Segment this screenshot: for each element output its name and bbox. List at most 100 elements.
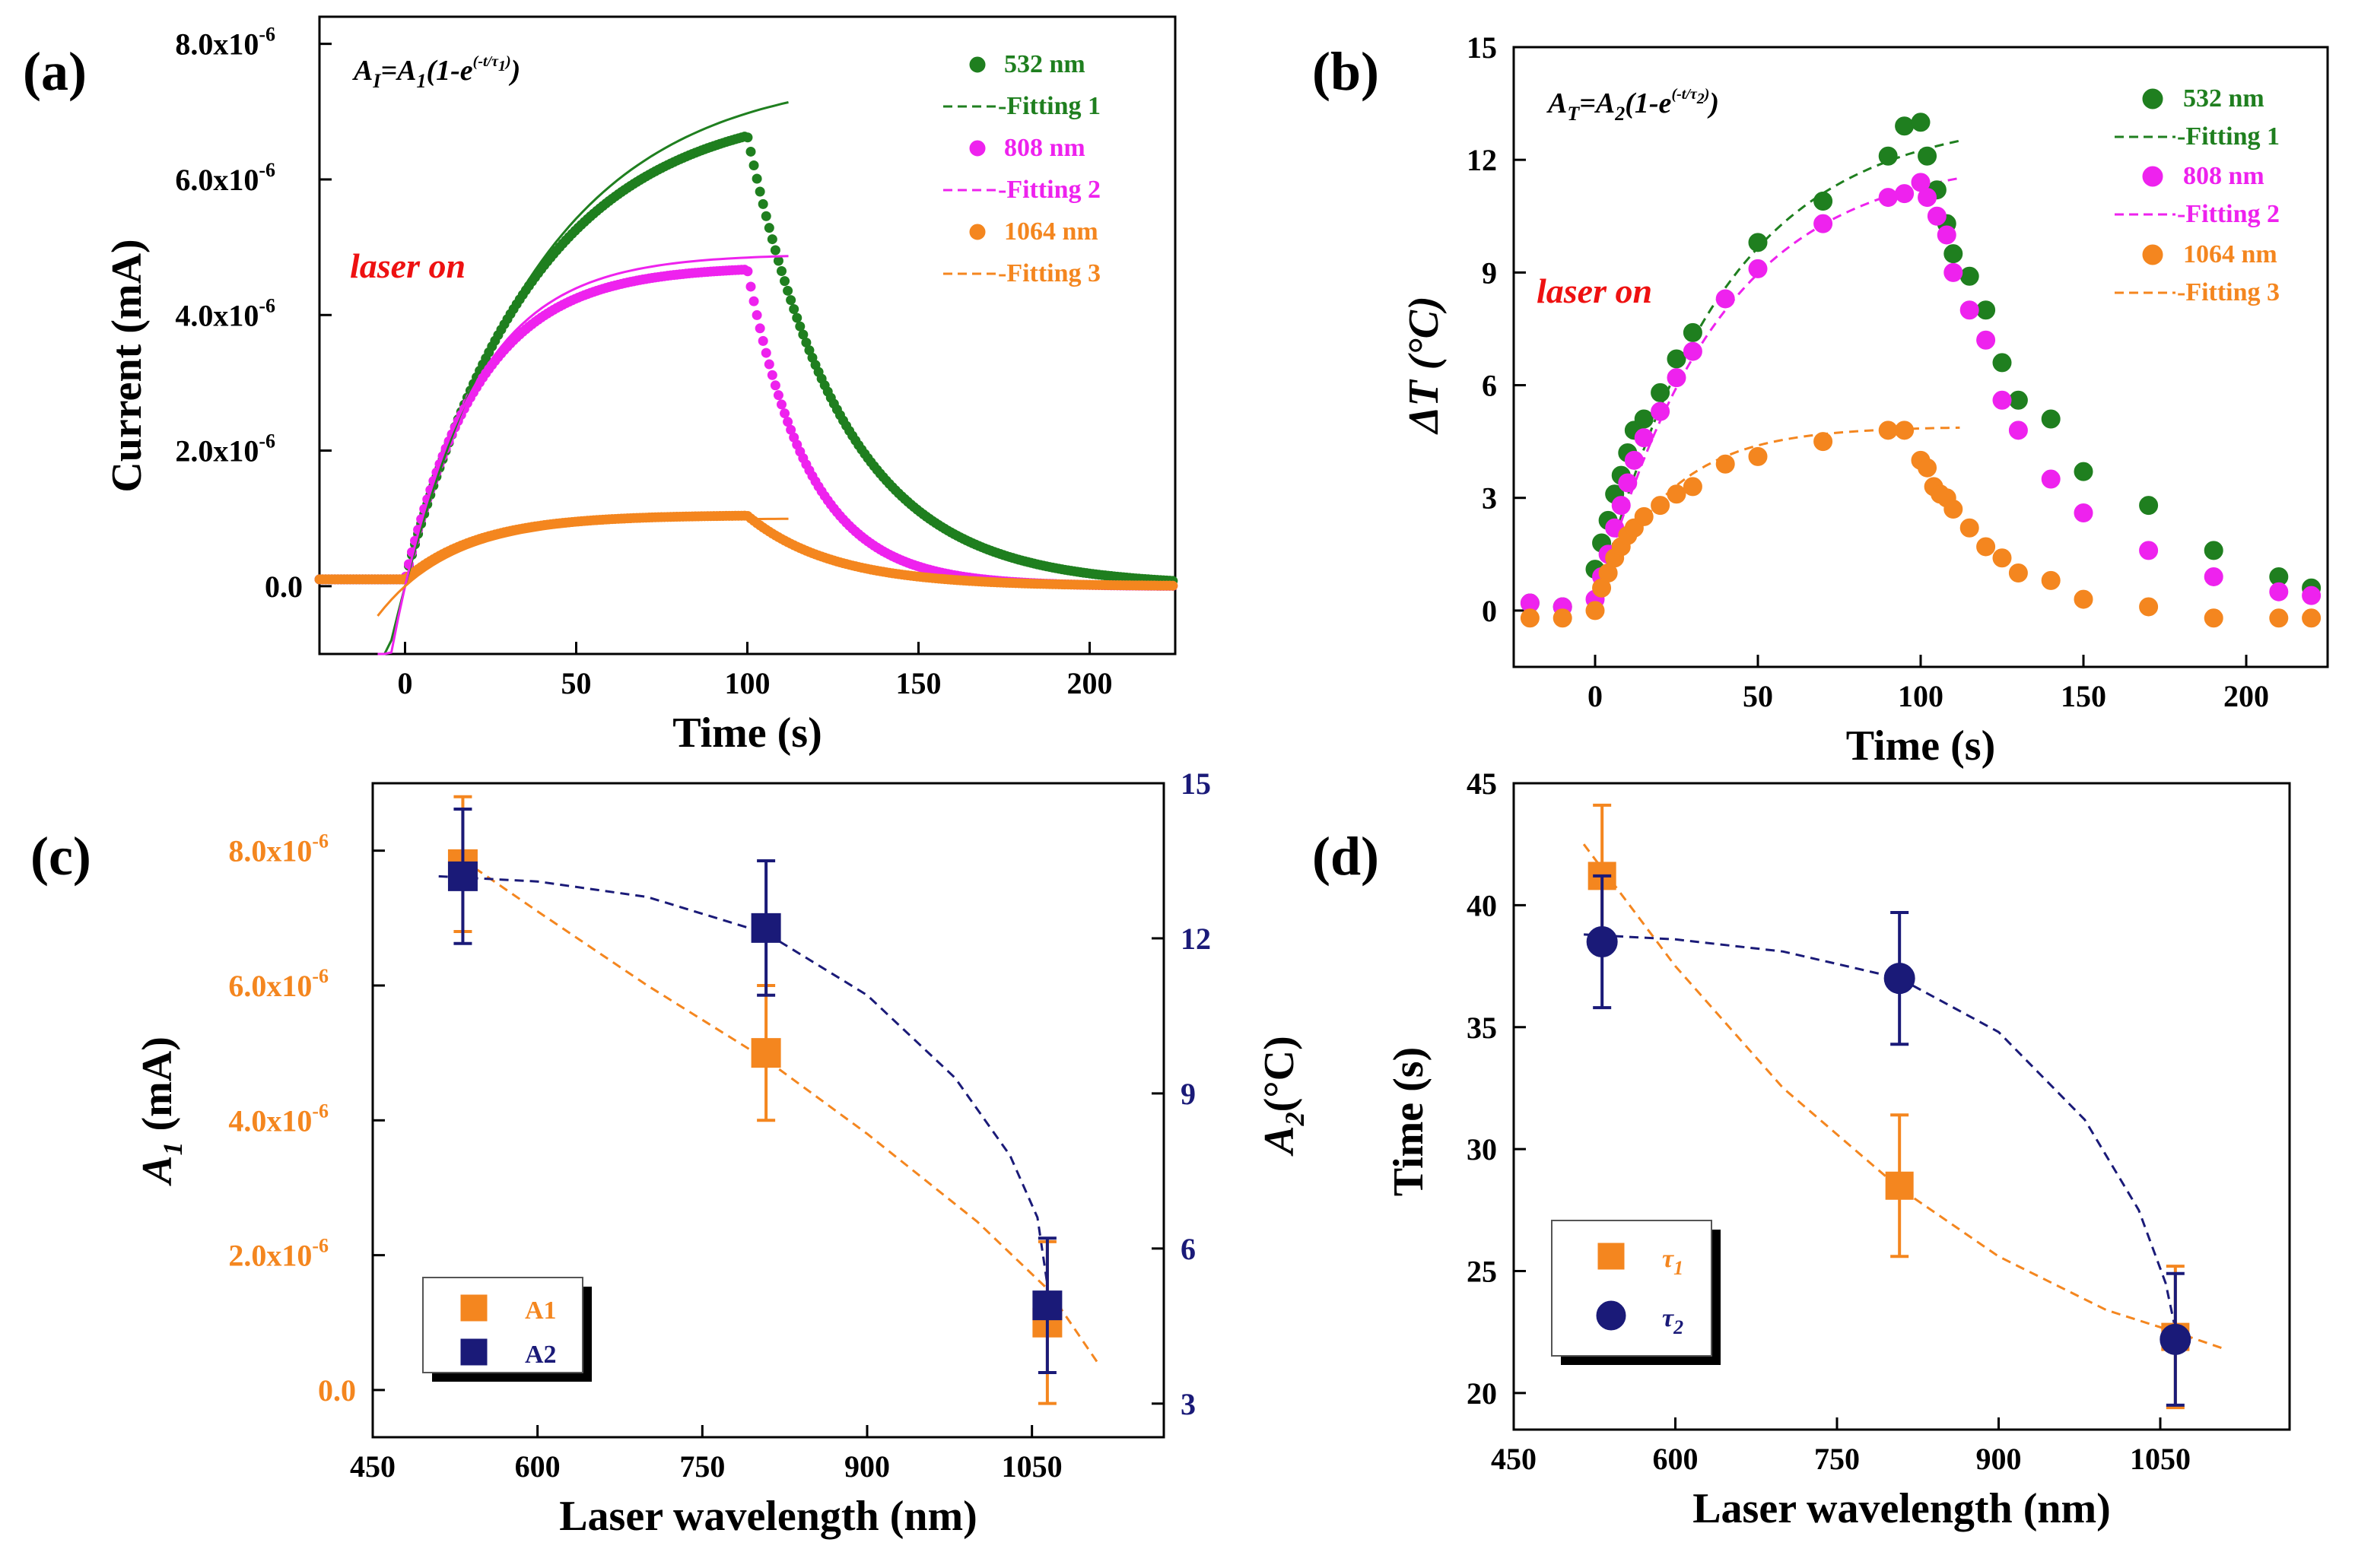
panel-a-yaxis-title: Current (mA) — [103, 239, 151, 492]
panel-b-point-1064nm — [1667, 484, 1686, 504]
panel-b-yaxis-title: ΔT (°C) — [1400, 296, 1448, 434]
panel-b-chart: 0 50 100 150 200 Time (s) 0 3 6 9 12 15 ΔT (°C) 532 … — [1400, 30, 2329, 770]
panel-d-fit-line — [1584, 933, 2179, 1340]
panel-d-ytick-label: 45 — [1467, 767, 1497, 801]
panel-a-point-532nm — [783, 285, 793, 296]
panel-c-y2tick-label: 15 — [1181, 767, 1211, 801]
panel-b-point-808nm — [2139, 541, 2159, 560]
panel-d-chart: 450 600 750 900 1050 Laser wavelength (nm) 20 2… — [1385, 767, 2291, 1532]
panel-a-point-532nm — [755, 186, 765, 197]
panel-a-point-532nm — [764, 223, 774, 233]
panel-b-point-1064nm — [1878, 421, 1898, 440]
panel-c-point-A2 — [447, 861, 478, 891]
panel-b-ytick-label: 0 — [1482, 594, 1497, 628]
panel-b-xtick-label: 150 — [2061, 679, 2106, 713]
panel-b-point-1064nm — [2139, 597, 2159, 617]
panel-b-legend-marker — [2142, 166, 2163, 187]
panel-b-ytick-label: 6 — [1482, 369, 1497, 403]
panel-c-point-A2 — [1032, 1290, 1063, 1321]
panel-d-ytick-label: 35 — [1467, 1011, 1497, 1045]
panel-b-point-1064nm — [1553, 608, 1572, 628]
panel-d-point-τ2 — [1586, 925, 1618, 957]
panel-c-label: (c) — [30, 826, 91, 887]
panel-c-y2tick-label: 3 — [1181, 1387, 1196, 1421]
panel-b-point-808nm — [2204, 567, 2223, 586]
panel-b-ytick-label: 9 — [1482, 256, 1497, 290]
panel-b-legend: 532 nm -Fitting 1 808 nm -Fitting 2 1064 nm -… — [2115, 84, 2280, 306]
panel-b-point-808nm — [1937, 225, 1956, 245]
panel-a-legend: 532 nm -Fitting 1 808 nm -Fitting 2 1064 nm -… — [943, 50, 1101, 287]
panel-c-xtick-label: 450 — [350, 1449, 396, 1484]
panel-c-ytick-label: 8.0x10-6 — [228, 830, 329, 868]
panel-c-y2tick-label: 12 — [1181, 922, 1211, 956]
panel-b-point-808nm — [1634, 428, 1654, 448]
panel-d-ytick-label: 25 — [1467, 1255, 1497, 1289]
panel-a-point-532nm — [748, 160, 759, 171]
panel-b-point-808nm — [1618, 473, 1638, 493]
panel-b-point-532nm — [1976, 300, 1996, 320]
panel-a-point-532nm — [780, 276, 790, 287]
panel-b-point-1064nm — [1943, 500, 1963, 519]
panel-a-point-808nm — [770, 380, 780, 391]
panel-b-point-532nm — [2041, 409, 2061, 429]
panel-b-point-532nm — [1911, 113, 1931, 132]
panel-a-point-532nm — [777, 266, 787, 277]
panel-c-xtick-label: 750 — [679, 1449, 725, 1484]
panel-a-point-808nm — [780, 408, 790, 419]
panel-c-point-A2 — [751, 913, 781, 943]
panel-b-point-1064nm — [1813, 432, 1833, 452]
panel-b-point-808nm — [1715, 289, 1735, 309]
panel-a-xtick-label: 150 — [896, 666, 942, 700]
panel-c-legend-label: A2 — [525, 1341, 557, 1369]
panel-a-point-532nm — [745, 146, 756, 157]
panel-a-plot: 0 50 100 150 200 Time (s) 0.0 2.0x10-6 4.0x10-6 6… — [103, 15, 1178, 757]
panel-b-point-808nm — [1683, 341, 1702, 361]
panel-a-point-808nm — [767, 370, 777, 380]
panel-c-ytick-label: 6.0x10-6 — [228, 965, 329, 1003]
panel-d-xtick-label: 600 — [1653, 1442, 1699, 1476]
panel-a-point-532nm — [767, 234, 777, 245]
panel-a-legend-label: 808 nm — [1004, 134, 1085, 162]
panel-b-point-808nm — [1959, 300, 1979, 320]
panel-d-xaxis-title: Laser wavelength (nm) — [1692, 1485, 2111, 1532]
panel-b-xtick-label: 50 — [1743, 679, 1773, 713]
panel-d-xtick-label: 750 — [1814, 1442, 1860, 1476]
panel-b-point-532nm — [1651, 382, 1670, 402]
panel-c-ytick-label: 4.0x10-6 — [228, 1100, 329, 1138]
panel-b-fit-line — [1594, 139, 1960, 611]
panel-b-legend-label: -Fitting 3 — [2177, 278, 2280, 306]
panel-a-point-532nm — [742, 132, 753, 143]
panel-b-xaxis-title: Time (s) — [1846, 722, 1996, 770]
panel-b-point-1064nm — [2302, 608, 2322, 628]
panel-a-point-1064nm — [1168, 580, 1178, 591]
panel-d-legend: τ1 τ2 — [1551, 1220, 1721, 1365]
panel-b-point-1064nm — [1715, 454, 1735, 474]
panel-c-legend-marker — [460, 1294, 488, 1322]
panel-c-xtick-label: 600 — [515, 1449, 561, 1484]
panel-b-point-808nm — [2041, 469, 2061, 489]
panel-a-point-532nm — [752, 173, 762, 184]
panel-a-point-808nm — [748, 296, 759, 306]
panel-b-point-532nm — [1683, 322, 1702, 342]
panel-a-point-532nm — [795, 321, 806, 332]
panel-d-plot: 450 600 750 900 1050 Laser wavelength (nm) 20 2… — [1385, 767, 2291, 1532]
panel-b-fit-line — [1594, 176, 1960, 611]
panel-b-point-532nm — [1943, 244, 1963, 264]
panel-b-legend-label: 1064 nm — [2183, 240, 2277, 268]
panel-b-point-1064nm — [1992, 548, 2012, 568]
panel-b-point-532nm — [1895, 116, 1915, 136]
panel-a-xtick-label: 0 — [398, 666, 413, 700]
panel-b-equation: AT=A2(1-e(-t/τ2)) — [1546, 86, 1719, 125]
panel-d-label: (d) — [1312, 826, 1379, 887]
panel-b-point-532nm — [1667, 349, 1686, 369]
panel-b-point-1064nm — [2269, 608, 2289, 628]
panel-b-point-808nm — [1878, 188, 1898, 208]
panel-b-point-1064nm — [2074, 589, 2093, 609]
panel-d-legend-box — [1551, 1220, 1712, 1357]
panel-a-point-808nm — [742, 266, 753, 277]
panel-b-legend-label: 808 nm — [2183, 162, 2264, 190]
panel-a-legend-label: -Fitting 3 — [998, 259, 1101, 287]
panel-b-point-1064nm — [1585, 601, 1605, 621]
panel-b-point-808nm — [1748, 259, 1768, 278]
panel-b-point-532nm — [1748, 233, 1768, 252]
